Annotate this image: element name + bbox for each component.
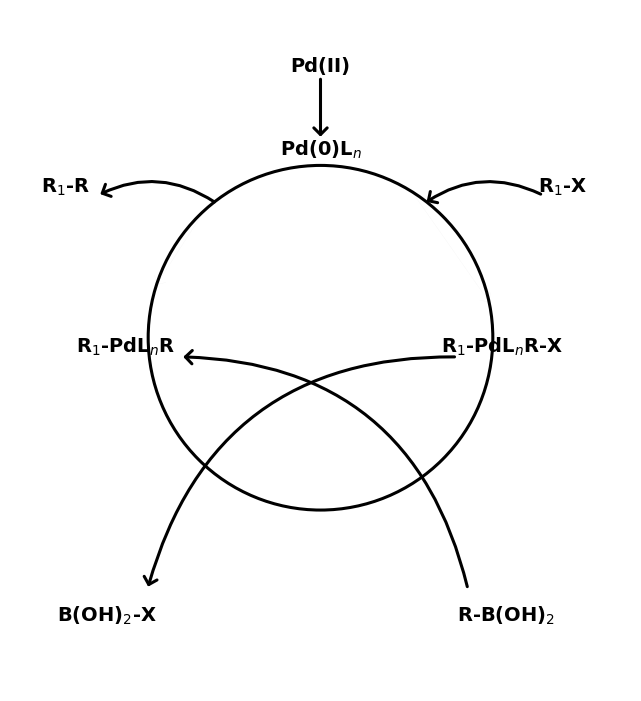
Text: R$_1$-X: R$_1$-X — [538, 177, 588, 198]
Text: Pd(II): Pd(II) — [290, 57, 351, 76]
Text: R-B(OH)$_2$: R-B(OH)$_2$ — [456, 604, 554, 627]
Text: R$_1$-PdL$_n$R-X: R$_1$-PdL$_n$R-X — [441, 336, 563, 358]
Text: Pd(0)L$_n$: Pd(0)L$_n$ — [279, 138, 362, 161]
Text: R$_1$-R: R$_1$-R — [40, 177, 90, 198]
Text: B(OH)$_2$-X: B(OH)$_2$-X — [57, 604, 156, 627]
Text: R$_1$-PdL$_n$R: R$_1$-PdL$_n$R — [76, 336, 176, 358]
